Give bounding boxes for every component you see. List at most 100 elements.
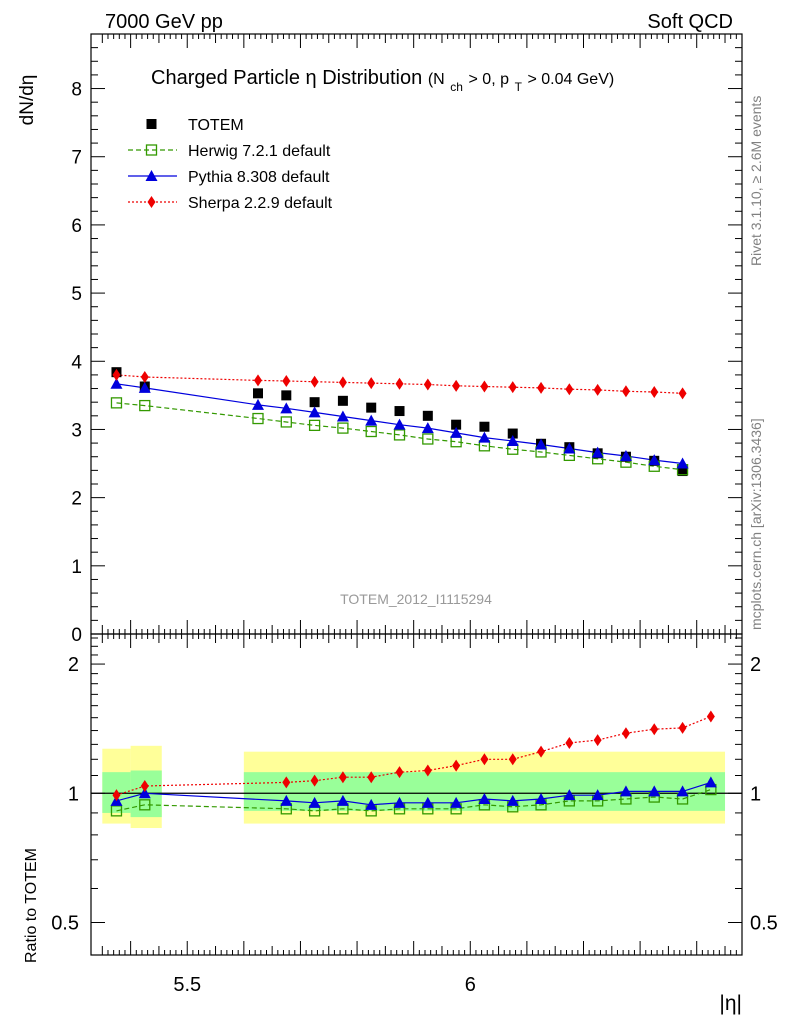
- legend-data-marker: [146, 119, 157, 129]
- main-sherpa-point: [367, 377, 376, 390]
- ratio-pythia-point: [421, 796, 434, 808]
- main-pythia-point: [138, 381, 151, 393]
- ratio-sherpa-point: [395, 766, 404, 779]
- ratio-pythia-point: [676, 785, 689, 797]
- ratio-pythia-point: [478, 792, 491, 804]
- main-pythia-point: [421, 422, 434, 434]
- legend-herwig-marker: [145, 144, 158, 156]
- main-data-point: [451, 419, 462, 430]
- chart-title: Charged Particle η Distribution (N ch > …: [151, 67, 614, 96]
- x-tick-label: 5.5: [173, 974, 201, 996]
- x-axis-label: |η|: [719, 992, 742, 1015]
- ratio-herwig-point: [139, 799, 151, 811]
- ratio-pythia-point: [563, 789, 576, 801]
- main-pythia-point: [619, 450, 632, 462]
- main-y-tick-label: 2: [71, 489, 82, 510]
- chart-title-pt-sub: T: [515, 80, 523, 94]
- main-y-axis-label: dN/dη: [17, 75, 38, 126]
- main-data-point: [394, 406, 405, 417]
- ratio-y-tick-label-right: 0.5: [750, 912, 778, 934]
- mcplots-reference-label: mcplots.cern.ch [arXiv:1306.3436]: [748, 418, 764, 630]
- ratio-sherpa-point: [282, 776, 291, 789]
- ratio-pythia-point: [704, 776, 717, 788]
- main-data-point: [281, 390, 292, 401]
- legend-pythia-label: Pythia 8.308 default: [188, 169, 330, 186]
- main-pythia-point: [591, 446, 604, 458]
- main-herwig-point: [139, 399, 151, 412]
- main-sherpa-point: [338, 376, 347, 389]
- main-sherpa-point: [508, 381, 517, 394]
- main-sherpa-point: [253, 374, 262, 387]
- ratio-sherpa-point: [310, 774, 319, 787]
- main-sherpa-point: [593, 383, 602, 396]
- ratio-y-tick-label: 1: [68, 783, 79, 805]
- ratio-y-tick-label: 2: [68, 654, 79, 676]
- main-panel: 0 1 2 3 4 5 6 7 8: [71, 33, 743, 646]
- main-sherpa-point: [282, 375, 291, 388]
- ratio-sherpa-point: [140, 779, 149, 792]
- ratio-sherpa-point: [452, 759, 461, 772]
- main-pythia-point: [365, 414, 378, 426]
- main-pythia-point: [478, 431, 491, 443]
- main-y-tick-label: 5: [71, 284, 82, 305]
- ratio-sherpa-point: [480, 753, 489, 766]
- main-herwig-point: [252, 412, 264, 425]
- main-y-tick-label: 8: [71, 80, 82, 101]
- main-herwig-point: [337, 422, 349, 434]
- ratio-sherpa-line: [116, 715, 712, 796]
- main-y-tick-label: 1: [71, 557, 82, 578]
- main-pythia-point: [676, 457, 689, 469]
- legend: TOTEM Herwig 7.2.1 default Pythia 8.308 de…: [128, 117, 333, 212]
- main-pythia-point: [308, 406, 321, 418]
- main-pythia-point: [563, 442, 576, 454]
- main-sherpa-point: [480, 380, 489, 393]
- ratio-sherpa-point: [338, 771, 347, 784]
- main-sherpa-point: [423, 378, 432, 391]
- main-pythia-point: [110, 377, 123, 389]
- main-sherpa-point: [452, 379, 461, 392]
- main-sherpa-point: [310, 375, 319, 388]
- legend-pythia-marker: [145, 170, 158, 181]
- main-data-point: [479, 421, 490, 432]
- ratio-pythia-line: [116, 781, 712, 806]
- ratio-y-tick-label-right: 2: [750, 654, 761, 676]
- main-pythia-point: [506, 435, 519, 447]
- ratio-pythia-point: [591, 789, 604, 801]
- header-left: 7000 GeV pp: [105, 11, 223, 33]
- ratio-y-tick-label-right: 1: [750, 783, 761, 805]
- chart-title-main: Charged Particle η Distribution: [151, 67, 422, 89]
- ratio-pythia-point: [506, 794, 519, 806]
- legend-sherpa-marker: [147, 196, 156, 208]
- main-pythia-point: [535, 438, 548, 450]
- main-y-tick-label: 4: [71, 352, 82, 373]
- main-herwig-point: [110, 397, 123, 409]
- ratio-y-axis-label: Ratio to TOTEM: [23, 848, 40, 963]
- main-herwig-point: [280, 416, 292, 428]
- main-pythia-point: [336, 410, 349, 422]
- main-herwig-point: [365, 425, 377, 438]
- main-y-tick-label: 3: [71, 420, 82, 441]
- legend-herwig-label: Herwig 7.2.1 default: [188, 143, 331, 160]
- main-herwig-point: [422, 433, 434, 445]
- ratio-sherpa-point: [367, 771, 376, 784]
- main-y-tick-label: 7: [71, 148, 82, 169]
- main-herwig-point: [393, 429, 406, 441]
- main-sherpa-point: [650, 385, 659, 398]
- ratio-sherpa-point: [593, 734, 602, 747]
- ratio-sherpa-point: [537, 745, 546, 758]
- ratio-y-tick-label: 0.5: [51, 912, 79, 934]
- ratio-sherpa-point: [423, 764, 432, 777]
- main-sherpa-point: [565, 383, 574, 396]
- x-tick-label: 6: [465, 974, 476, 996]
- legend-data-label: TOTEM: [188, 117, 244, 134]
- ratio-sherpa-point: [706, 710, 715, 723]
- legend-sherpa-label: Sherpa 2.2.9 default: [188, 195, 333, 212]
- chart-title-nch-sub: ch: [450, 80, 463, 94]
- ratio-sherpa-point: [112, 789, 121, 802]
- main-herwig-point: [308, 419, 321, 432]
- ratio-sherpa-point: [621, 727, 630, 740]
- main-sherpa-point: [112, 368, 121, 381]
- ratio-pythia-point: [336, 794, 349, 806]
- main-sherpa-point: [140, 370, 149, 383]
